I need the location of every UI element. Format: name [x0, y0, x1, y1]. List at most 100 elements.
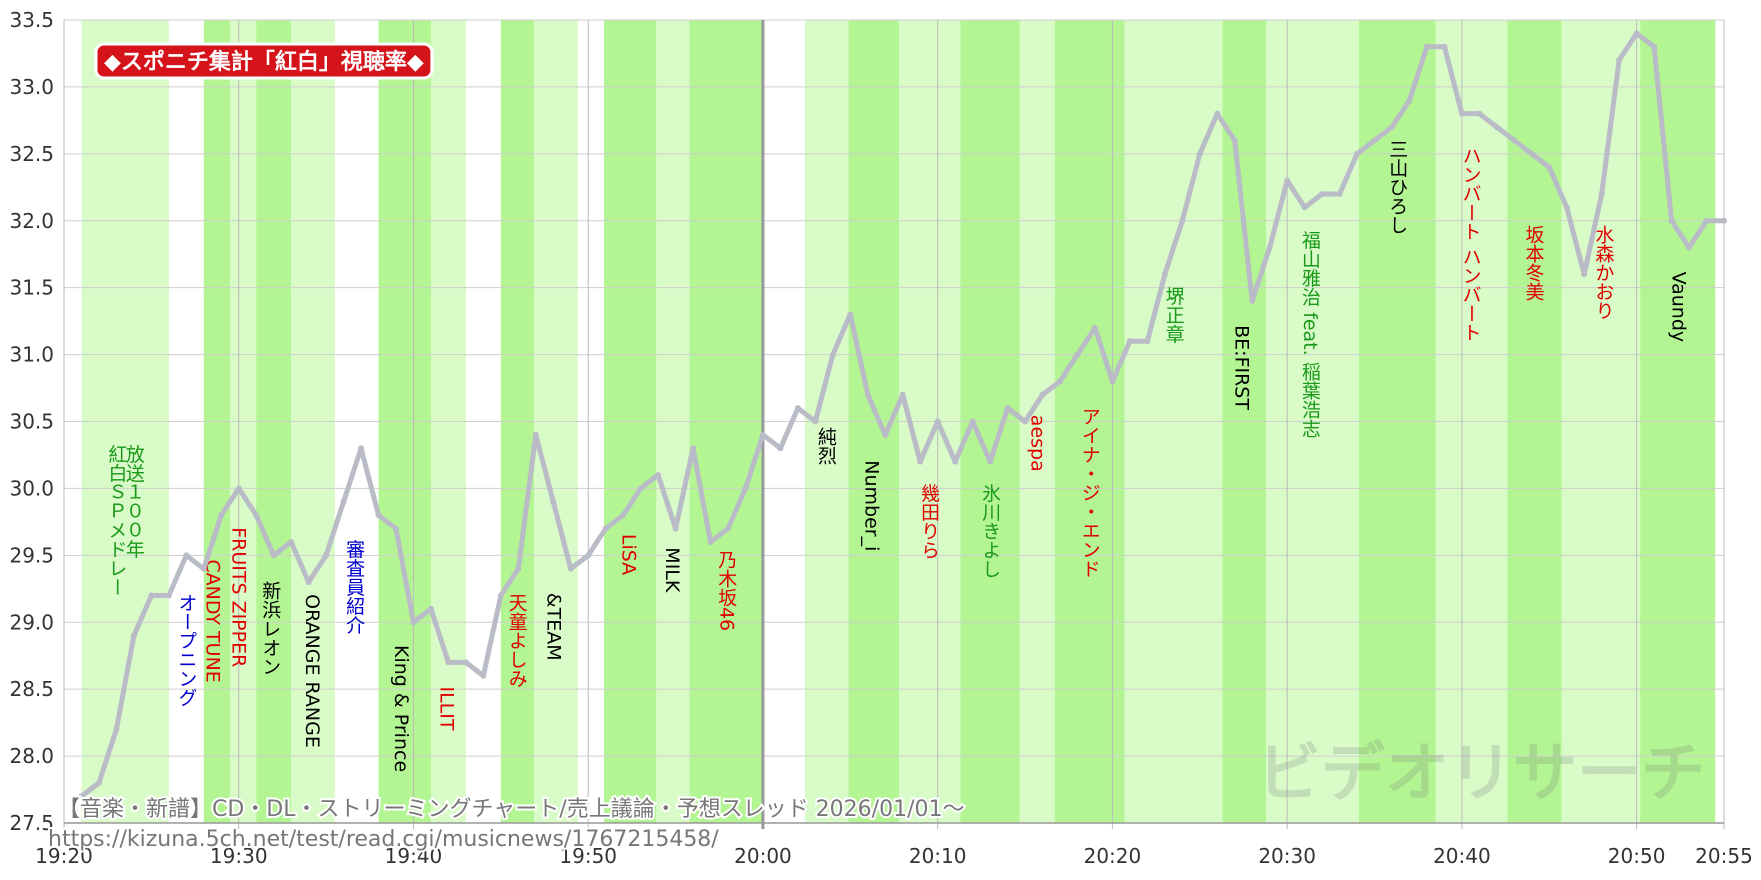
point: [882, 431, 889, 438]
point: [690, 445, 697, 452]
y-tick-label: 32.0: [9, 209, 54, 233]
point: [288, 538, 295, 545]
segment-label: Vaundy: [1668, 272, 1690, 343]
x-tick-label: 20:40: [1433, 844, 1491, 868]
y-tick-label: 32.5: [9, 142, 54, 166]
segment-label: CANDY TUNE: [202, 559, 224, 682]
point: [445, 659, 452, 666]
point: [165, 592, 172, 599]
point: [969, 418, 976, 425]
point: [1109, 378, 1116, 385]
point: [113, 726, 120, 733]
point: [1336, 190, 1343, 197]
point: [550, 498, 557, 505]
point: [78, 793, 85, 800]
point: [637, 485, 644, 492]
point: [1441, 43, 1448, 50]
segment-label: BE:FIRST: [1231, 325, 1253, 410]
footnote: 【音楽・新譜】CD・DL・ストリーミングチャート/売上議論・予想スレッド 202…: [58, 797, 965, 822]
point: [1406, 97, 1413, 104]
footnote: https://kizuna.5ch.net/test/read.cgi/mus…: [48, 827, 719, 852]
segment-label: LiSA: [617, 534, 639, 575]
point: [829, 351, 836, 358]
segment-label: 堺正章: [1163, 286, 1185, 343]
point: [1651, 43, 1658, 50]
point: [1057, 378, 1063, 385]
point: [462, 659, 469, 666]
y-tick-label: 28.5: [9, 677, 54, 701]
segment-label: Number_i: [860, 460, 882, 551]
y-tick-label: 27.5: [9, 811, 54, 835]
point: [1144, 338, 1151, 345]
point: [567, 565, 574, 572]
point: [1266, 244, 1273, 251]
y-tick-label: 29.5: [9, 543, 54, 567]
point: [235, 485, 242, 492]
segment-label: 水森かおり: [1592, 224, 1614, 319]
segment-label: アイナ・ジ・エンド: [1079, 407, 1101, 578]
point: [1022, 418, 1029, 425]
point: [1703, 217, 1710, 224]
point: [1721, 217, 1727, 224]
point: [1458, 110, 1465, 117]
point: [707, 538, 714, 545]
point: [1196, 150, 1203, 157]
point: [952, 458, 959, 465]
segment-label: ハンバート ハンバート: [1460, 146, 1482, 342]
point: [759, 431, 766, 438]
point: [1004, 405, 1011, 412]
point: [812, 418, 819, 425]
segment-label: ORANGE RANGE: [301, 594, 323, 748]
point: [899, 391, 906, 398]
point: [497, 592, 504, 599]
segment-label: King & Prince: [390, 645, 412, 772]
segment-label: 幾田りら: [918, 483, 940, 559]
point: [1074, 351, 1081, 358]
point: [602, 525, 609, 532]
point: [1231, 137, 1238, 144]
segment-label: オープニング: [175, 593, 197, 707]
point: [1091, 324, 1098, 331]
x-tick-label: 19:20: [35, 844, 93, 868]
point: [847, 311, 854, 318]
x-tick-label: 19:40: [385, 844, 443, 868]
point: [1546, 164, 1553, 171]
point: [1249, 298, 1256, 305]
segment-label: &TEAM: [542, 593, 564, 661]
segment-label: 新浜レオン: [259, 580, 281, 675]
title-banner: ◆スポニチ集計「紅白」視聴率◆: [94, 42, 434, 80]
segment-label: ILLIT: [436, 686, 458, 730]
point: [1598, 190, 1605, 197]
point: [253, 512, 260, 519]
point: [1389, 124, 1395, 131]
segment-label: 坂本冬美: [1523, 224, 1545, 300]
title-box: [94, 42, 434, 80]
point: [323, 552, 330, 559]
point: [864, 391, 871, 398]
point: [1633, 30, 1640, 37]
point: [987, 458, 994, 465]
segment-label: 放送１００年: [123, 444, 145, 558]
segment-label: 純烈: [815, 427, 837, 465]
point: [393, 525, 399, 532]
point: [340, 498, 347, 505]
segment-label: 天童よしみ: [506, 593, 528, 688]
segment-label: 氷川きよし: [979, 483, 1001, 578]
point: [1668, 217, 1675, 224]
point: [1371, 137, 1378, 144]
point: [1616, 57, 1623, 64]
point: [742, 485, 749, 492]
y-tick-label: 30.0: [9, 476, 54, 500]
point: [1039, 391, 1046, 398]
point: [1179, 217, 1186, 224]
point: [218, 512, 225, 519]
point: [270, 552, 277, 559]
point: [1354, 150, 1361, 157]
chart-title: ◆スポニチ集計「紅白」視聴率◆: [104, 49, 424, 75]
point: [620, 512, 627, 519]
point: [794, 405, 801, 412]
point: [1284, 177, 1291, 184]
point: [480, 672, 487, 679]
y-tick-label: 33.5: [9, 8, 54, 32]
